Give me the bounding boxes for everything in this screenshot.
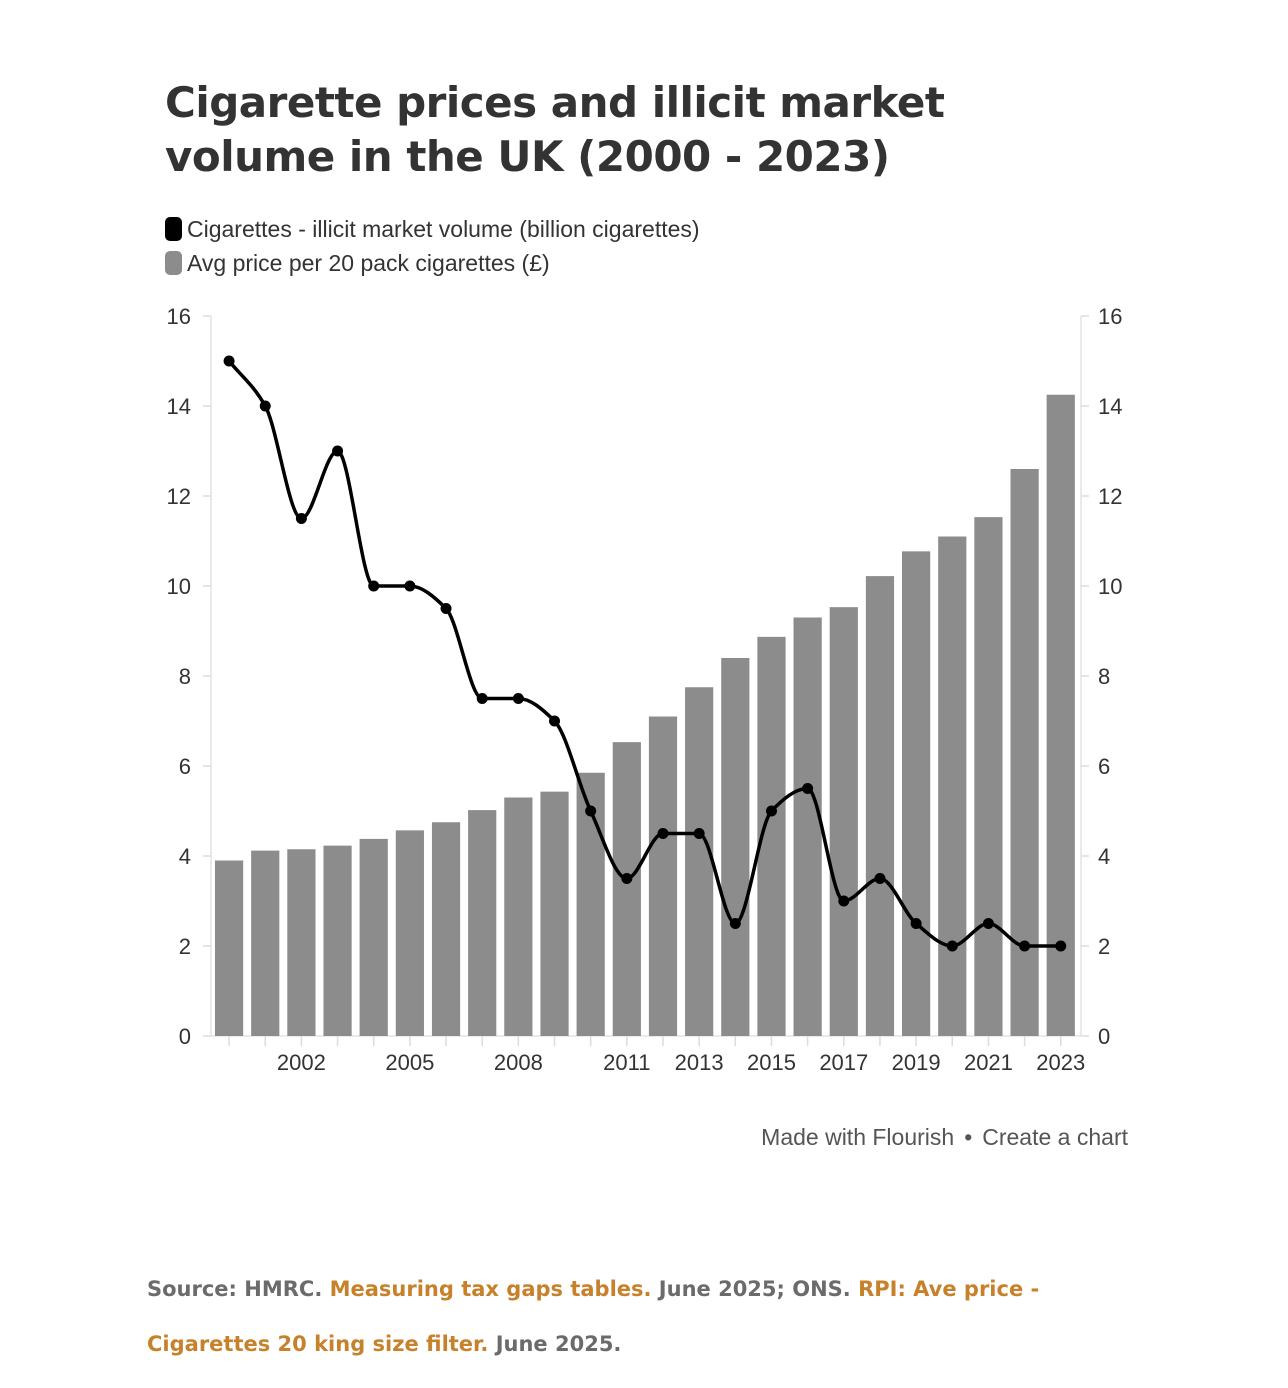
illicit-volume-path [227, 359, 1061, 948]
price-bar [214, 860, 244, 1036]
legend-item-illicit-volume[interactable]: Cigarettes - illicit market volume (bill… [165, 212, 700, 246]
right-y-tick-label: 6 [1098, 754, 1110, 779]
illicit-volume-point [838, 895, 850, 907]
legend-label-avg-price: Avg price per 20 pack cigarettes (£) [187, 249, 550, 276]
left-y-tick-label: 8 [179, 664, 191, 689]
illicit-volume-point [874, 873, 886, 884]
illicit-volume-point [259, 400, 271, 412]
price-bar [576, 772, 605, 1036]
left-y-tick-label: 4 [179, 844, 191, 869]
flourish-credit: Made with Flourish • Create a chart [761, 1124, 1128, 1151]
illicit-volume-point [802, 783, 814, 794]
left-y-tick-label: 6 [179, 754, 191, 779]
made-with-flourish-link[interactable]: Made with Flourish [761, 1124, 955, 1150]
source-link-tax-gaps[interactable]: Measuring tax gaps tables. [329, 1277, 652, 1301]
x-tick-label: 2023 [1036, 1050, 1085, 1075]
price-bar [902, 551, 931, 1036]
right-y-tick-label: 10 [1098, 574, 1122, 599]
illicit-volume-point [657, 828, 669, 839]
left-y-tick-label: 16 [167, 304, 191, 329]
legend-swatch-bar [165, 251, 182, 275]
illicit-volume-point [693, 828, 705, 839]
legend-swatch-line [165, 217, 182, 241]
price-bar [359, 838, 388, 1036]
illicit-volume-point [295, 513, 307, 524]
illicit-volume-point [368, 580, 380, 592]
illicit-volume-point [982, 918, 994, 929]
x-tick-label: 2021 [964, 1050, 1013, 1075]
price-bar [793, 617, 822, 1036]
x-tick-label: 2013 [675, 1050, 724, 1075]
chart-axes: 0 0 2 2 4 4 6 6 8 8 10 10 12 12 14 14 16 16 2002 2005 2008 20… [167, 304, 1123, 1075]
x-tick-label: 2017 [819, 1050, 868, 1075]
illicit-volume-point [1055, 940, 1067, 952]
price-bar [721, 658, 750, 1036]
price-bar [287, 849, 316, 1036]
illicit-volume-point [223, 355, 235, 367]
legend-item-avg-price[interactable]: Avg price per 20 pack cigarettes (£) [165, 246, 700, 280]
right-y-tick-label: 0 [1098, 1024, 1110, 1049]
illicit-volume-point [729, 918, 741, 929]
illicit-volume-point [404, 580, 416, 592]
price-bar [431, 822, 461, 1036]
source-note: Source: HMRC. Measuring tax gaps tables.… [147, 1262, 1147, 1372]
illicit-volume-point [332, 445, 344, 457]
price-bar [829, 607, 858, 1036]
price-bar [685, 687, 714, 1036]
left-y-tick-label: 0 [179, 1024, 191, 1049]
illicit-volume-point [946, 940, 958, 952]
credit-separator: • [964, 1124, 973, 1150]
source-middle: June 2025; ONS. [651, 1277, 859, 1301]
x-tick-label: 2008 [494, 1050, 543, 1075]
source-link-rpi[interactable]: RPI: Ave price - Cigarettes 20 king size… [147, 1277, 1040, 1356]
illicit-volume-point [621, 873, 633, 884]
x-tick-label: 2019 [892, 1050, 941, 1075]
price-bar [938, 536, 967, 1036]
illicit-volume-point [549, 715, 561, 727]
x-tick-label: 2005 [385, 1050, 434, 1075]
price-bar [612, 742, 641, 1036]
chart-legend: Cigarettes - illicit market volume (bill… [165, 212, 700, 280]
illicit-volume-point [585, 805, 597, 817]
price-bars [214, 394, 1075, 1036]
source-prefix: Source: HMRC. [147, 1277, 330, 1301]
illicit-volume-point [910, 918, 922, 929]
price-bar [504, 797, 533, 1036]
left-y-tick-label: 12 [167, 484, 191, 509]
x-tick-label: 2015 [747, 1050, 796, 1075]
right-y-tick-label: 8 [1098, 664, 1110, 689]
source-suffix: June 2025. [488, 1332, 622, 1356]
price-bar [395, 830, 424, 1036]
price-bar [540, 791, 569, 1036]
illicit-volume-point [1019, 940, 1031, 952]
price-bar [865, 576, 895, 1036]
illicit-volume-line [223, 355, 1067, 952]
combo-chart: 0 0 2 2 4 4 6 6 8 8 10 10 12 12 14 14 16 16 2002 2005 2008 20… [167, 304, 1123, 1075]
price-bar [251, 850, 280, 1036]
illicit-volume-point [765, 805, 777, 817]
chart-title: Cigarette prices and illicit market volu… [165, 78, 945, 181]
illicit-volume-point [512, 693, 524, 704]
price-bar [648, 716, 678, 1036]
left-y-tick-label: 2 [179, 934, 191, 959]
price-bar [323, 845, 352, 1036]
price-bar [1046, 394, 1075, 1036]
illicit-volume-point [476, 693, 488, 704]
right-y-tick-label: 14 [1098, 394, 1122, 419]
right-y-tick-label: 16 [1098, 304, 1122, 329]
right-y-tick-label: 12 [1098, 484, 1122, 509]
right-y-tick-label: 2 [1098, 934, 1110, 959]
create-chart-link[interactable]: Create a chart [982, 1124, 1128, 1150]
price-bar [468, 810, 497, 1036]
legend-label-illicit-volume: Cigarettes - illicit market volume (bill… [187, 215, 700, 242]
illicit-volume-point [440, 603, 452, 614]
left-y-tick-label: 10 [167, 574, 191, 599]
left-y-tick-label: 14 [167, 394, 191, 419]
price-bar [974, 517, 1003, 1036]
right-y-tick-label: 4 [1098, 844, 1110, 869]
x-tick-label: 2011 [603, 1050, 650, 1075]
x-tick-label: 2002 [277, 1050, 326, 1075]
